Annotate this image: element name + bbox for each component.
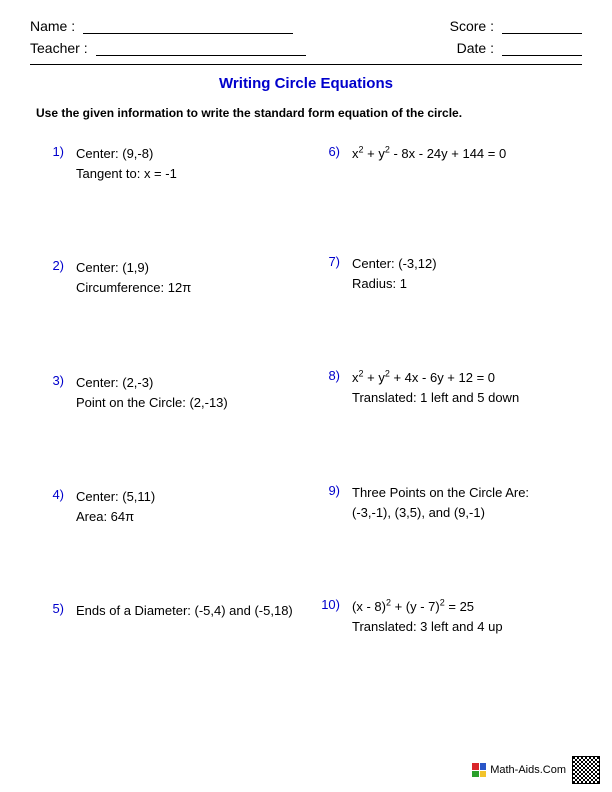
problem-number: 10) — [306, 597, 352, 637]
problem: 5)Ends of a Diameter: (-5,4) and (-5,18) — [30, 601, 306, 637]
problem-line: x2 + y2 + 4x - 6y + 12 = 0 — [352, 368, 519, 388]
problem-number: 8) — [306, 368, 352, 408]
problem-body: Center: (9,-8)Tangent to: x = -1 — [76, 144, 177, 184]
date-label: Date : — [457, 40, 494, 56]
problem-line: Radius: 1 — [352, 274, 437, 294]
problem: 10)(x - 8)2 + (y - 7)2 = 25Translated: 3… — [306, 597, 582, 637]
problem-body: Center: (2,-3)Point on the Circle: (2,-1… — [76, 373, 228, 413]
brand-icon — [472, 763, 486, 777]
score-label: Score : — [450, 18, 494, 34]
problem-number: 9) — [306, 483, 352, 523]
score-blank — [502, 19, 582, 34]
teacher-blank — [96, 41, 306, 56]
worksheet-title: Writing Circle Equations — [30, 75, 582, 92]
problems-grid: 1)Center: (9,-8)Tangent to: x = -12)Cent… — [30, 144, 582, 711]
problem-line: Ends of a Diameter: (-5,4) and (-5,18) — [76, 601, 293, 621]
problem-line: Circumference: 12π — [76, 278, 191, 298]
brand-text: Math-Aids.Com — [490, 764, 566, 776]
problem: 2)Center: (1,9)Circumference: 12π — [30, 258, 306, 298]
problem: 4)Center: (5,11)Area: 64π — [30, 487, 306, 527]
problem-line: Center: (5,11) — [76, 487, 155, 507]
footer: Math-Aids.Com — [472, 756, 600, 784]
problem-line: Tangent to: x = -1 — [76, 164, 177, 184]
problem-number: 4) — [30, 487, 76, 527]
teacher-label: Teacher : — [30, 40, 88, 56]
problem-line: Translated: 1 left and 5 down — [352, 388, 519, 408]
problem-body: Center: (-3,12)Radius: 1 — [352, 254, 437, 294]
problem-line: Three Points on the Circle Are: — [352, 483, 529, 503]
name-blank — [83, 19, 293, 34]
problem-number: 6) — [306, 144, 352, 180]
qr-icon — [572, 756, 600, 784]
problem-body: Three Points on the Circle Are:(-3,-1), … — [352, 483, 529, 523]
problem-body: Center: (1,9)Circumference: 12π — [76, 258, 191, 298]
problem: 8)x2 + y2 + 4x - 6y + 12 = 0Translated: … — [306, 368, 582, 408]
problem-line: Center: (1,9) — [76, 258, 191, 278]
problem: 9)Three Points on the Circle Are:(-3,-1)… — [306, 483, 582, 523]
problem-body: Ends of a Diameter: (-5,4) and (-5,18) — [76, 601, 293, 637]
instructions: Use the given information to write the s… — [36, 106, 582, 120]
problem-number: 7) — [306, 254, 352, 294]
problem-number: 1) — [30, 144, 76, 184]
problem-number: 2) — [30, 258, 76, 298]
problem-line: (x - 8)2 + (y - 7)2 = 25 — [352, 597, 503, 617]
problem-line: Point on the Circle: (2,-13) — [76, 393, 228, 413]
problem-number: 5) — [30, 601, 76, 637]
name-label: Name : — [30, 18, 75, 34]
problem-body: Center: (5,11)Area: 64π — [76, 487, 155, 527]
problem-line: Area: 64π — [76, 507, 155, 527]
problem-body: x2 + y2 - 8x - 24y + 144 = 0 — [352, 144, 506, 180]
problem-line: Center: (-3,12) — [352, 254, 437, 274]
problem: 3)Center: (2,-3)Point on the Circle: (2,… — [30, 373, 306, 413]
problem: 7)Center: (-3,12)Radius: 1 — [306, 254, 582, 294]
date-blank — [502, 41, 582, 56]
problem-line: x2 + y2 - 8x - 24y + 144 = 0 — [352, 144, 506, 164]
header-divider — [30, 64, 582, 65]
problem-line: (-3,-1), (3,5), and (9,-1) — [352, 503, 529, 523]
problem-line: Translated: 3 left and 4 up — [352, 617, 503, 637]
problem-body: (x - 8)2 + (y - 7)2 = 25Translated: 3 le… — [352, 597, 503, 637]
problem: 6)x2 + y2 - 8x - 24y + 144 = 0 — [306, 144, 582, 180]
problem-body: x2 + y2 + 4x - 6y + 12 = 0Translated: 1 … — [352, 368, 519, 408]
problem-number: 3) — [30, 373, 76, 413]
problem-line: Center: (2,-3) — [76, 373, 228, 393]
problem: 1)Center: (9,-8)Tangent to: x = -1 — [30, 144, 306, 184]
problem-line: Center: (9,-8) — [76, 144, 177, 164]
